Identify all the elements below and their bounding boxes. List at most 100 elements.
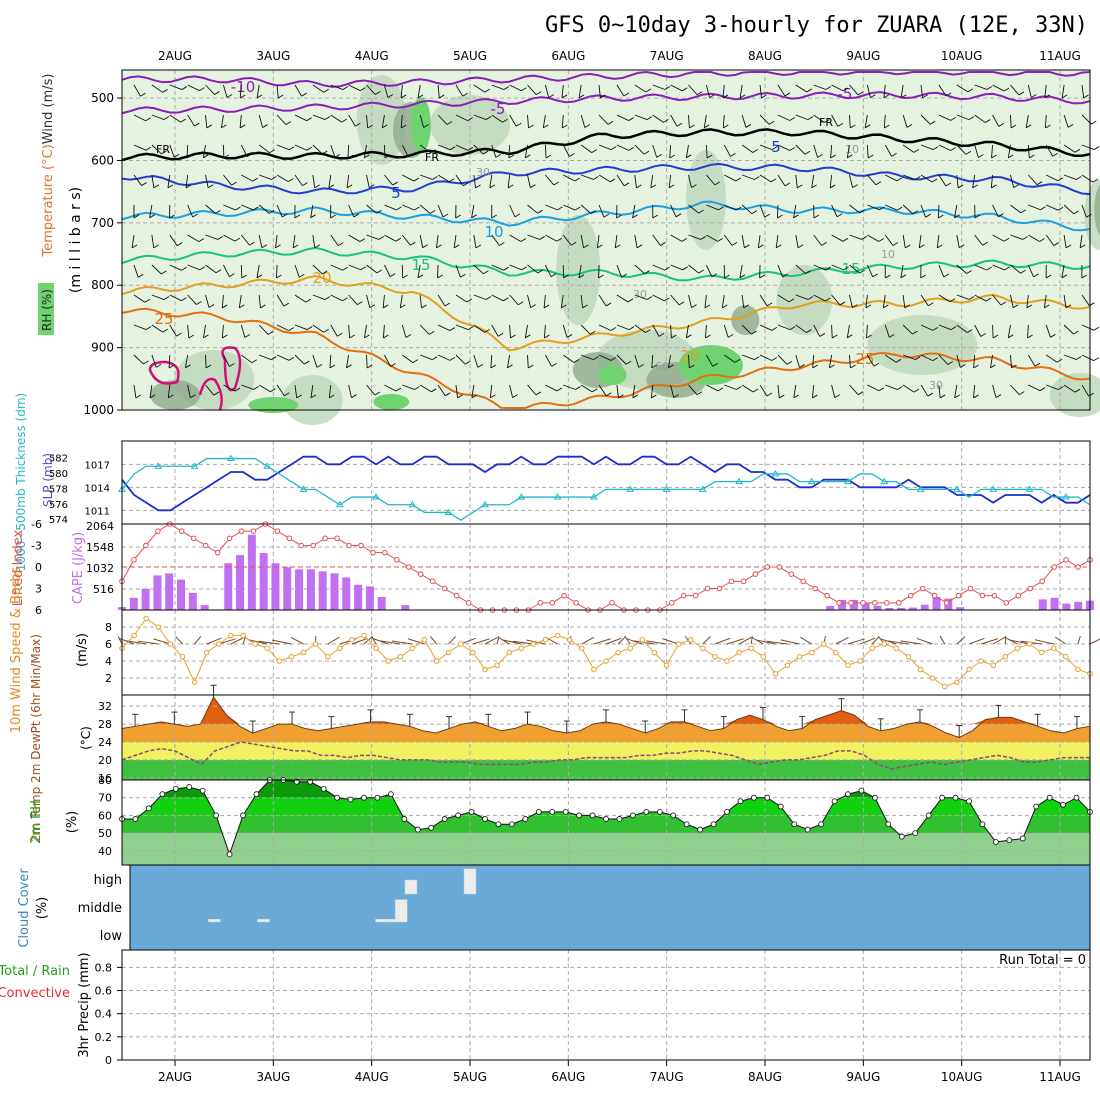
lifted-index-line-marker (908, 593, 913, 598)
isotherm-label: 15 (411, 256, 430, 274)
upper-air-ylabel: Temperature (°C)Wind (m/s) (41, 74, 56, 258)
wind-tick: 4 (105, 655, 112, 668)
rh-point (469, 809, 474, 814)
li-tick: 3 (35, 583, 42, 596)
wind-barb-staff (545, 145, 546, 158)
cape-bar (874, 606, 882, 610)
wind-speed-line-marker (761, 654, 766, 659)
rh-point (940, 795, 945, 800)
rh-point (241, 813, 246, 818)
lifted-index-line-marker (1028, 586, 1033, 591)
surface-wind-barb (800, 637, 811, 644)
rh-point (886, 822, 891, 827)
rh-tick: 50 (98, 827, 112, 840)
date-label-bottom: 6AUG (551, 1070, 585, 1084)
date-label-bottom: 10AUG (941, 1070, 983, 1084)
lifted-index-line-marker (1040, 579, 1045, 584)
cloud-ylabel: Cloud Cover (17, 868, 32, 948)
date-label-top: 10AUG (941, 49, 983, 63)
wind-speed-line-marker (434, 659, 439, 664)
wind-speed-line-marker (422, 637, 427, 642)
rh-point (133, 816, 138, 821)
lifted-index-line-marker (203, 543, 208, 548)
wind-speed-line-marker (628, 646, 633, 651)
rh-point (227, 852, 232, 857)
wind-speed-line-marker (325, 654, 330, 659)
pressure-axis-label: (m i l l i b a r s) (68, 187, 84, 293)
rh-point (671, 813, 676, 818)
lifted-index-line-marker (132, 558, 137, 563)
wind-barb-staff (438, 265, 439, 278)
rh-point (846, 792, 851, 797)
wind-speed-line-marker (362, 633, 367, 638)
wind-barb-staff (367, 355, 368, 368)
surface-wind-barb (715, 638, 730, 644)
wind-speed-line-marker (567, 637, 572, 642)
precip-tick: 0.4 (95, 1008, 113, 1021)
wind-speed-line-marker (822, 642, 827, 647)
wind-speed-line-marker (338, 646, 343, 651)
rh-contour-label: 10 (845, 143, 859, 156)
wind-speed-line-marker (192, 680, 197, 685)
wind-speed-line-marker (797, 654, 802, 659)
pressure-label: 500 (91, 91, 114, 105)
wind-speed-line-marker (918, 667, 923, 672)
cape-bar (224, 563, 232, 610)
lifted-index-line-marker (861, 601, 866, 606)
temp-tick: 28 (98, 718, 112, 731)
lifted-index-line-marker (837, 601, 842, 606)
pressure-label: 800 (91, 278, 114, 292)
rh-point (630, 813, 635, 818)
rh-point (913, 831, 918, 836)
rh-point (509, 822, 514, 827)
cape-bar (342, 577, 350, 610)
rh-band (122, 833, 1090, 865)
precip-total-label: Total / Rain (0, 964, 70, 979)
wind-speed-line-marker (676, 642, 681, 647)
wind-barb-flag (1091, 121, 1096, 124)
rh-green-area (373, 394, 409, 410)
lifted-index-line-marker (359, 543, 364, 548)
rh-point (765, 795, 770, 800)
rh-tick: 70 (98, 792, 112, 805)
cloud-layer-label: high (94, 873, 122, 888)
isotherm-label: 25 (855, 350, 874, 368)
wind-barb-flag (1094, 358, 1099, 361)
rh-point (536, 809, 541, 814)
date-label-top: 6AUG (551, 49, 585, 63)
cape-bar (283, 567, 291, 610)
cloud-block (464, 869, 476, 894)
surface-wind-barb (739, 637, 751, 644)
lifted-index-line-marker (717, 586, 722, 591)
wind-speed-line-marker (725, 659, 730, 664)
cape-bar (295, 569, 303, 610)
li-tick: -6 (31, 518, 42, 531)
lifted-index-line-marker (215, 550, 220, 555)
surface-wind-barb (940, 636, 945, 644)
date-label-bottom: 8AUG (748, 1070, 782, 1084)
wind-speed-line-marker (543, 637, 548, 642)
rh-point (348, 797, 353, 802)
isotherm-label: 20 (312, 269, 331, 287)
rh-green-area (599, 365, 627, 385)
lifted-index-line-marker (371, 550, 376, 555)
rh-point (751, 795, 756, 800)
rh-shaded-area (867, 315, 977, 375)
lifted-index-line-marker (1016, 593, 1021, 598)
date-label-bottom: 5AUG (453, 1070, 487, 1084)
isotherm-label: FR (425, 151, 439, 164)
wind-speed-line-marker (592, 667, 597, 672)
isotherm-label: 5 (391, 184, 401, 202)
precip-tick: 0.8 (95, 961, 113, 974)
rh-point (496, 822, 501, 827)
lifted-index-line-marker (227, 536, 232, 541)
pressure-label: 700 (91, 216, 114, 230)
rh-band (122, 798, 1090, 816)
rh-point (173, 786, 178, 791)
lifted-index-line-marker (944, 601, 949, 606)
rh-ylabel: 2m RH (29, 800, 44, 844)
cloud-layer-label: low (100, 929, 123, 944)
wind-speed-line-marker (132, 633, 137, 638)
date-label-bottom: 7AUG (650, 1070, 684, 1084)
